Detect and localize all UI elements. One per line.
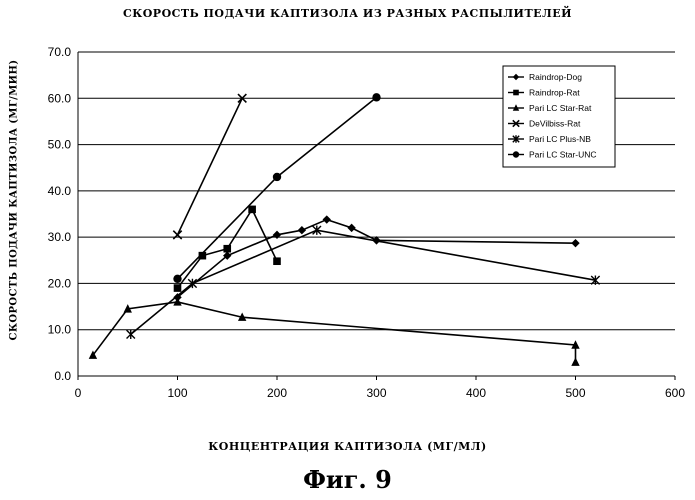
- y-tick-label: 10.0: [48, 323, 72, 337]
- figure-caption: Фиг. 9: [0, 465, 695, 494]
- x-tick-label: 100: [167, 386, 187, 400]
- legend: Raindrop-Dog Raindrop-Rat Pari LC Star-Rat…: [503, 66, 615, 167]
- series-raindrop-rat: [174, 206, 281, 292]
- data-point-diamond: [323, 215, 331, 223]
- data-point-diamond: [571, 239, 579, 247]
- circle-marker: [273, 173, 281, 181]
- diamond-marker: [571, 239, 579, 247]
- x-tick-label: 200: [267, 386, 287, 400]
- x-tick-label: 0: [75, 386, 82, 400]
- y-tick-label: 0.0: [54, 369, 71, 383]
- y-tick-label: 30.0: [48, 230, 72, 244]
- y-tick-label: 70.0: [48, 45, 72, 59]
- data-point-diamond: [298, 226, 306, 234]
- asterisk-marker: [127, 330, 135, 339]
- data-point-x: [173, 231, 181, 239]
- series-devilbiss-rat: [173, 94, 246, 239]
- data-point-circle: [372, 93, 380, 101]
- y-tick-label: 50.0: [48, 138, 72, 152]
- series-line: [178, 220, 576, 298]
- diamond-marker: [298, 226, 306, 234]
- triangle-marker: [571, 357, 579, 365]
- series-raindrop-dog: [173, 215, 579, 301]
- square-marker: [248, 206, 256, 214]
- legend-label: Raindrop-Dog: [529, 72, 582, 82]
- diamond-marker: [323, 215, 331, 223]
- data-point-circle: [273, 173, 281, 181]
- legend-label: Pari LC Star-Rat: [529, 103, 592, 113]
- data-point-square: [513, 90, 519, 96]
- series-line: [178, 97, 377, 278]
- series-line: [178, 98, 243, 235]
- data-point-diamond: [347, 224, 355, 232]
- data-point-diamond: [273, 231, 281, 239]
- x-tick-label: 300: [366, 386, 386, 400]
- data-point-square: [174, 284, 182, 292]
- circle-marker: [372, 93, 380, 101]
- legend-label: Raindrop-Rat: [529, 88, 580, 98]
- x-tick-label: 600: [665, 386, 685, 400]
- x-axis-label: КОНЦЕНТРАЦИЯ КАПТИЗОЛА (МГ/МЛ): [0, 440, 695, 453]
- series-line: [93, 302, 576, 362]
- diamond-marker: [347, 224, 355, 232]
- y-tick-label: 60.0: [48, 91, 72, 105]
- data-point-asterisk: [127, 330, 135, 339]
- x-tick-label: 400: [466, 386, 486, 400]
- circle-marker: [513, 151, 519, 157]
- square-marker: [223, 245, 231, 253]
- data-point-circle: [173, 275, 181, 283]
- diamond-marker: [273, 231, 281, 239]
- x-marker: [173, 231, 181, 239]
- square-marker: [174, 284, 182, 292]
- legend-label: DeVilbiss-Rat: [529, 119, 581, 129]
- legend-label: Pari LC Star-UNC: [529, 150, 597, 160]
- square-marker: [513, 90, 519, 96]
- y-tick-label: 40.0: [48, 184, 72, 198]
- series-line: [131, 230, 596, 334]
- legend-label: Pari LC Plus-NB: [529, 134, 591, 144]
- circle-marker: [173, 275, 181, 283]
- data-point-circle: [513, 151, 519, 157]
- square-marker: [273, 257, 281, 265]
- data-point-square: [248, 206, 256, 214]
- data-point-square: [223, 245, 231, 253]
- x-tick-label: 500: [565, 386, 585, 400]
- data-point-square: [273, 257, 281, 265]
- y-tick-label: 20.0: [48, 276, 72, 290]
- data-point-triangle: [571, 357, 579, 365]
